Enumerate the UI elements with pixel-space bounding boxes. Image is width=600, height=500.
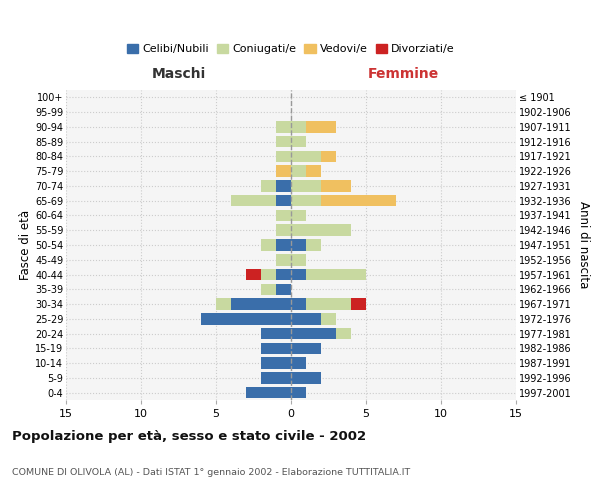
- Bar: [261, 180, 276, 192]
- Bar: [261, 372, 291, 384]
- Bar: [276, 180, 291, 192]
- Bar: [276, 166, 291, 177]
- Bar: [276, 284, 291, 295]
- Bar: [261, 239, 276, 251]
- Bar: [276, 150, 291, 162]
- Bar: [291, 136, 306, 147]
- Text: COMUNE DI OLIVOLA (AL) - Dati ISTAT 1° gennaio 2002 - Elaborazione TUTTITALIA.IT: COMUNE DI OLIVOLA (AL) - Dati ISTAT 1° g…: [12, 468, 410, 477]
- Bar: [246, 269, 261, 280]
- Bar: [291, 150, 321, 162]
- Bar: [291, 210, 306, 221]
- Text: Popolazione per età, sesso e stato civile - 2002: Popolazione per età, sesso e stato civil…: [12, 430, 366, 443]
- Bar: [261, 269, 276, 280]
- Bar: [291, 269, 306, 280]
- Bar: [291, 298, 306, 310]
- Bar: [306, 298, 351, 310]
- Legend: Celibi/Nubili, Coniugati/e, Vedovi/e, Divorziati/e: Celibi/Nubili, Coniugati/e, Vedovi/e, Di…: [123, 40, 459, 59]
- Bar: [246, 387, 291, 398]
- Bar: [276, 224, 291, 236]
- Bar: [291, 239, 306, 251]
- Bar: [321, 195, 396, 206]
- Bar: [231, 298, 291, 310]
- Bar: [276, 195, 291, 206]
- Bar: [261, 358, 291, 369]
- Bar: [291, 372, 321, 384]
- Bar: [276, 239, 291, 251]
- Bar: [291, 224, 351, 236]
- Bar: [261, 342, 291, 354]
- Bar: [336, 328, 351, 340]
- Bar: [321, 180, 351, 192]
- Bar: [276, 269, 291, 280]
- Bar: [276, 254, 291, 266]
- Bar: [291, 328, 336, 340]
- Bar: [306, 269, 366, 280]
- Bar: [291, 166, 306, 177]
- Bar: [351, 298, 366, 310]
- Bar: [291, 195, 321, 206]
- Bar: [276, 121, 291, 132]
- Bar: [291, 121, 306, 132]
- Bar: [261, 284, 276, 295]
- Bar: [291, 342, 321, 354]
- Bar: [321, 150, 336, 162]
- Y-axis label: Fasce di età: Fasce di età: [19, 210, 32, 280]
- Bar: [306, 239, 321, 251]
- Bar: [306, 121, 336, 132]
- Bar: [306, 166, 321, 177]
- Bar: [276, 136, 291, 147]
- Bar: [291, 387, 306, 398]
- Bar: [291, 180, 321, 192]
- Text: Maschi: Maschi: [151, 67, 206, 81]
- Bar: [291, 313, 321, 324]
- Bar: [321, 313, 336, 324]
- Bar: [201, 313, 291, 324]
- Y-axis label: Anni di nascita: Anni di nascita: [577, 202, 590, 288]
- Bar: [261, 328, 291, 340]
- Bar: [291, 254, 306, 266]
- Bar: [231, 195, 276, 206]
- Bar: [291, 358, 306, 369]
- Bar: [276, 210, 291, 221]
- Text: Femmine: Femmine: [368, 67, 439, 81]
- Bar: [216, 298, 231, 310]
